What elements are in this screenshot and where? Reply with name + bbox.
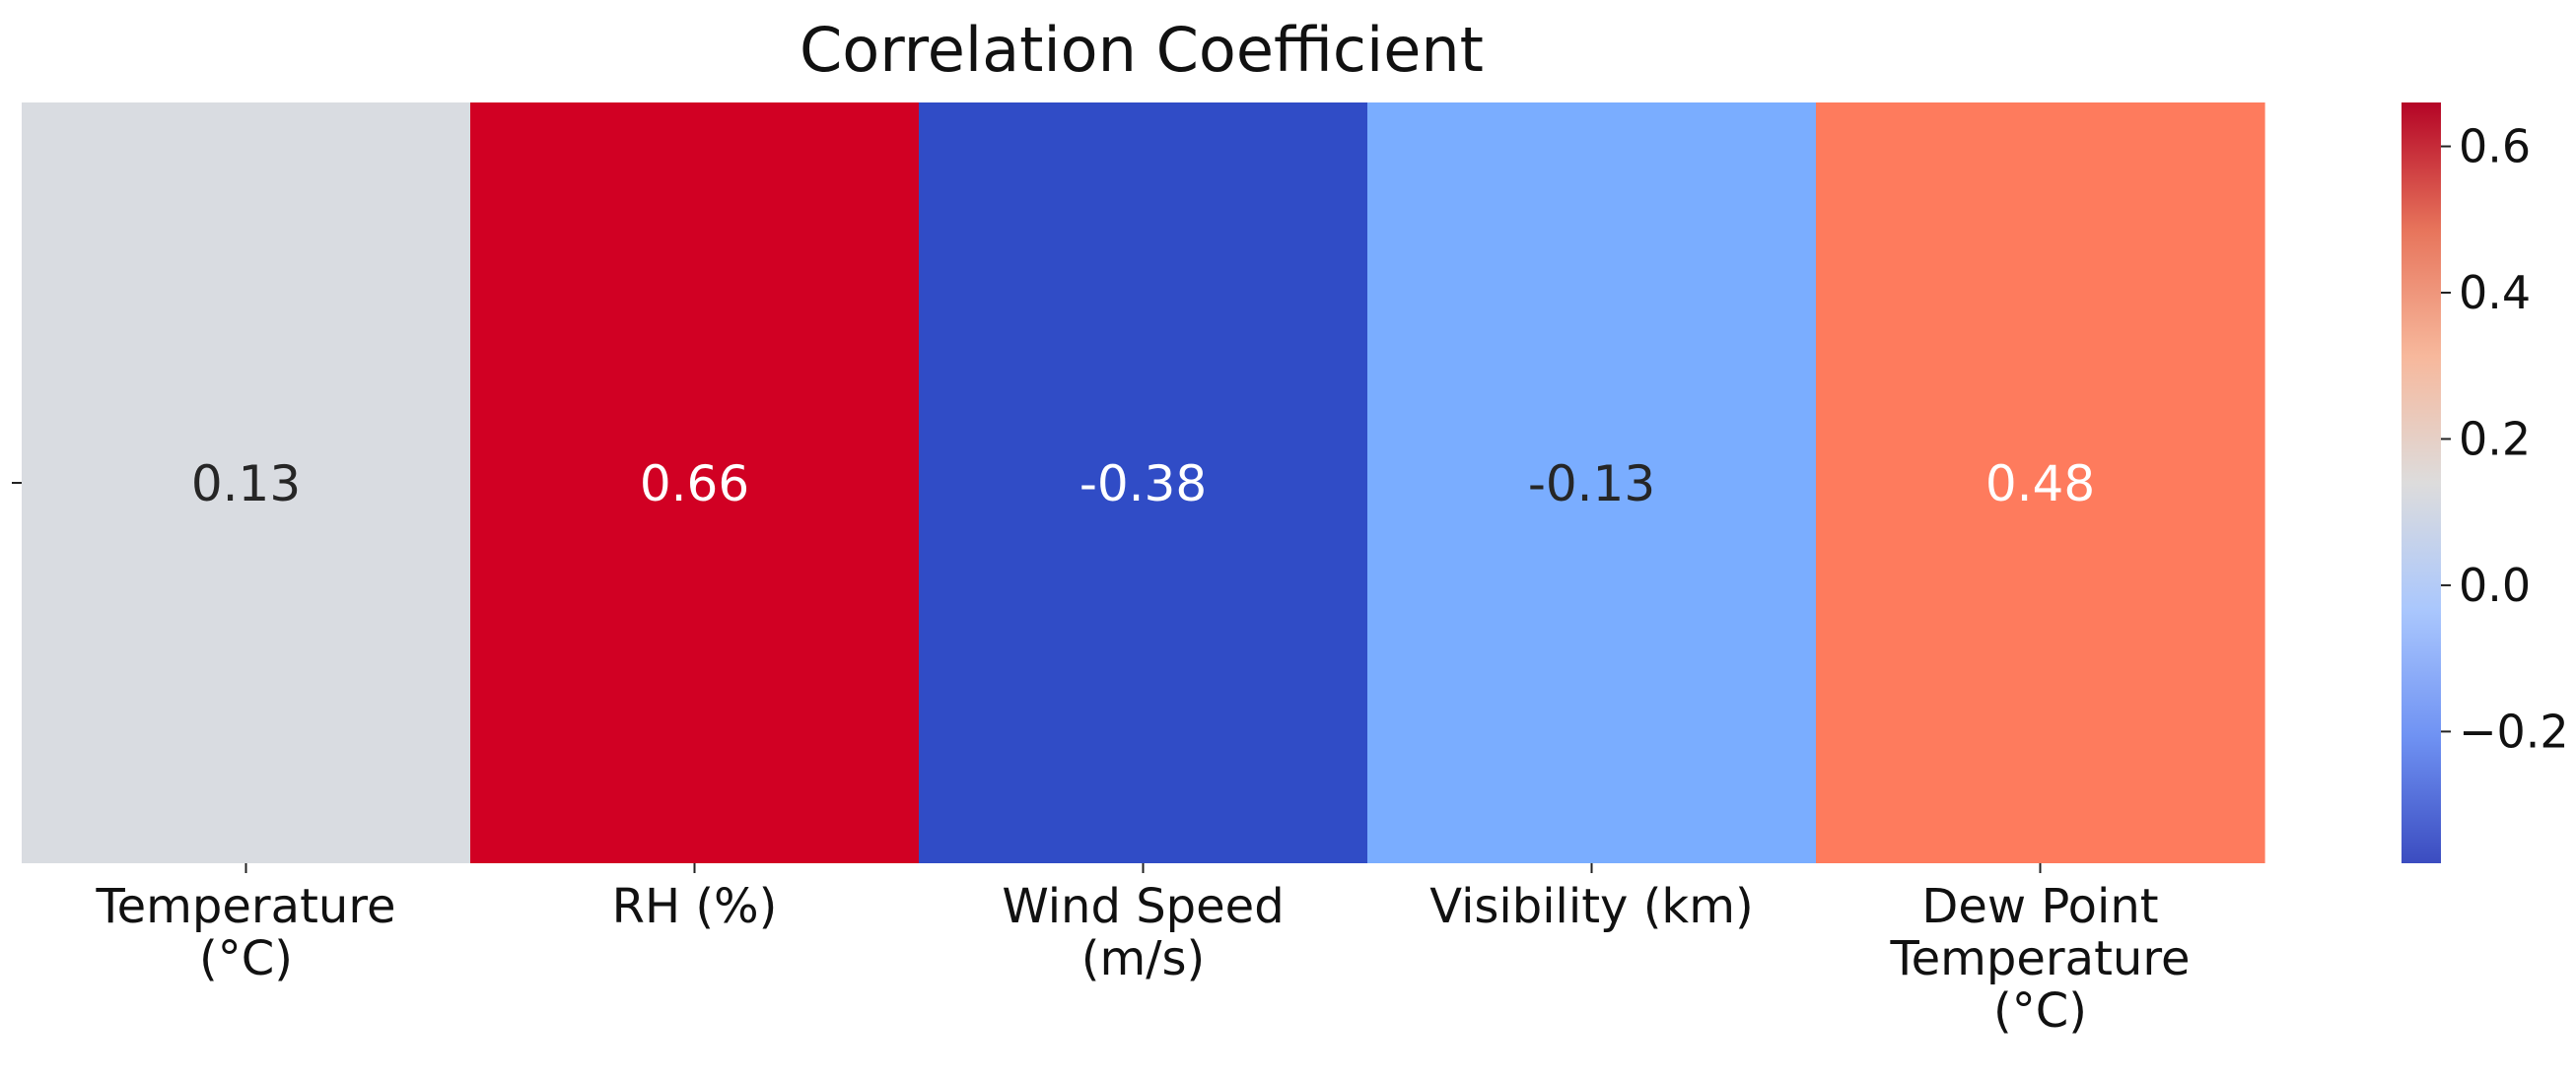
heatmap-cell [470, 102, 920, 863]
x-tick-label-line: Temperature [1889, 931, 2190, 986]
x-tick-label-line: (°C) [1993, 983, 2087, 1039]
heatmap-cell [22, 102, 471, 863]
x-tick-label-line: (m/s) [1081, 931, 1205, 986]
x-tick-label: Wind Speed (m/s) [1002, 879, 1284, 986]
colorbar-tick-label: 0.2 [2459, 412, 2531, 465]
x-tick-label: Visibility (km) [1429, 879, 1753, 934]
colorbar-tick-label: −0.2 [2459, 705, 2569, 758]
colorbar-tick-label: 0.6 [2459, 120, 2531, 173]
cell-value-label: -0.13 [1528, 455, 1655, 512]
cell-value-label: 0.66 [640, 455, 749, 512]
heatmap-cell [1367, 102, 1817, 863]
x-tick-label-line: Dew Point [1921, 879, 2158, 934]
x-tick-label-line: (°C) [199, 931, 293, 986]
chart-title: Correlation Coefficient [800, 14, 1484, 86]
heatmap-cell [1816, 102, 2265, 863]
cell-value-label: 0.13 [191, 455, 301, 512]
x-tick-label-line: Temperature [95, 879, 395, 934]
x-tick-label-line: Visibility (km) [1429, 879, 1753, 934]
cell-value-label: -0.38 [1079, 455, 1207, 512]
heatmap-cell [919, 102, 1368, 863]
x-axis: Temperature (°C)RH (%) Wind Speed (m/s)Visi… [95, 863, 2191, 1039]
x-tick-label: Temperature (°C) [95, 879, 395, 986]
colorbar-tick-label: 0.4 [2459, 266, 2531, 319]
x-tick-label: Dew Point Temperature (°C) [1889, 879, 2190, 1039]
heatmap-cells: 0.13 0.66 -0.38 -0.13 0.48 [22, 102, 2265, 863]
colorbar-bar [2402, 102, 2441, 863]
colorbar-tick-label: 0.0 [2459, 559, 2531, 612]
x-tick-label-line: Wind Speed [1002, 879, 1284, 934]
x-tick-label-line: RH (%) [612, 879, 778, 934]
colorbar: 0.6 0.4 0.2 0.0 −0.2 [2402, 102, 2569, 863]
x-tick-label: RH (%) [612, 879, 778, 934]
cell-value-label: 0.48 [1985, 455, 2095, 512]
